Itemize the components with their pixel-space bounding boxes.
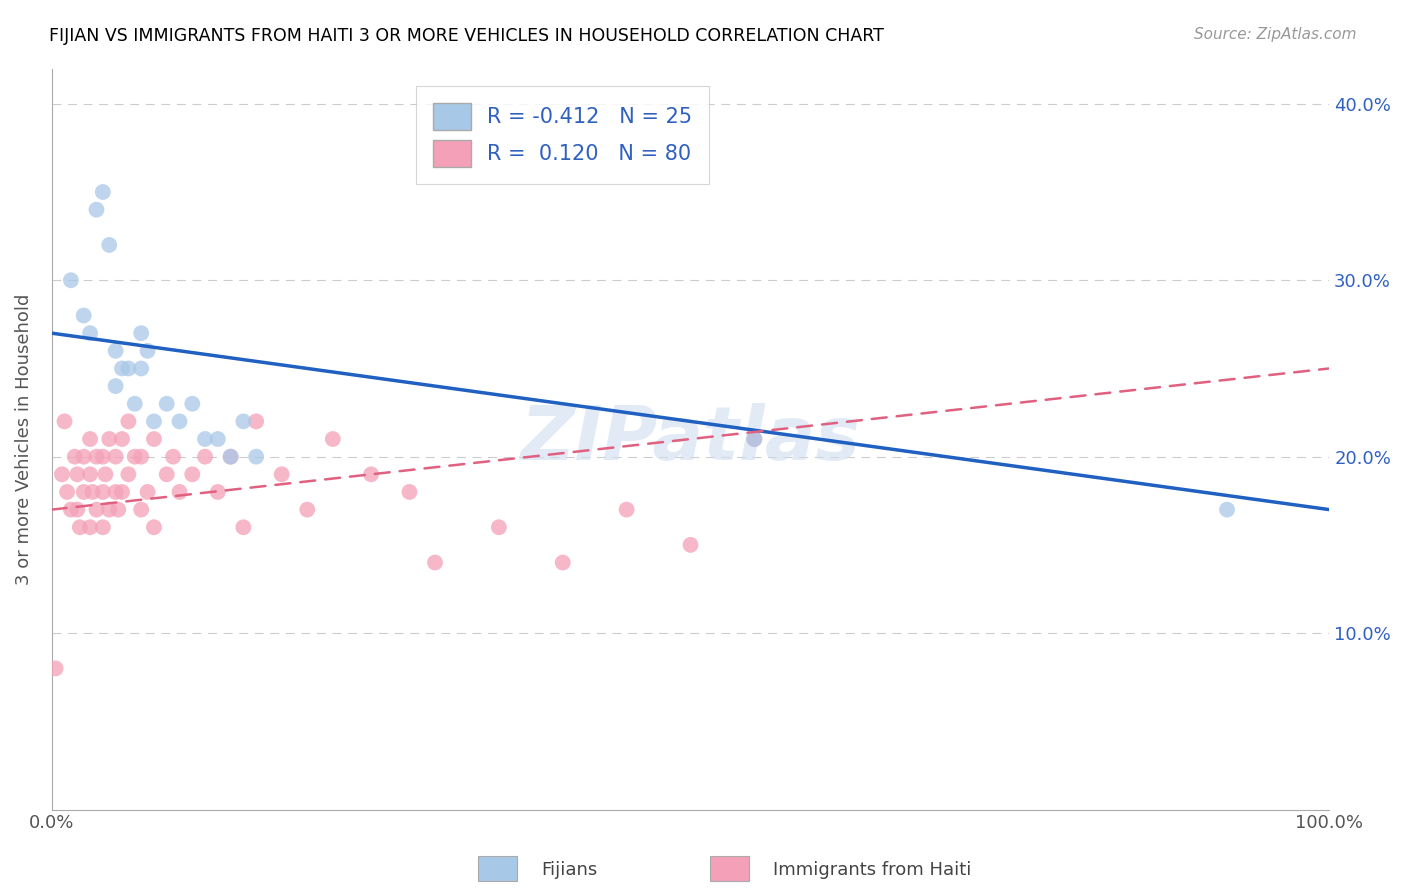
Point xyxy=(142,414,165,428)
Point xyxy=(104,450,127,464)
Point xyxy=(59,273,82,287)
Point xyxy=(73,450,96,464)
Point xyxy=(111,432,134,446)
Point xyxy=(51,467,73,482)
Point xyxy=(117,414,139,428)
Point xyxy=(162,450,184,464)
Point xyxy=(169,414,191,428)
Point xyxy=(270,467,292,482)
Point xyxy=(124,450,146,464)
Point xyxy=(56,485,79,500)
Point xyxy=(551,556,574,570)
Point xyxy=(124,397,146,411)
Point xyxy=(360,467,382,482)
Point xyxy=(104,485,127,500)
Point xyxy=(245,414,267,428)
Point xyxy=(169,485,191,500)
Point xyxy=(111,485,134,500)
Point xyxy=(98,502,121,516)
Point xyxy=(744,432,766,446)
Point xyxy=(207,432,229,446)
Point xyxy=(181,397,204,411)
Y-axis label: 3 or more Vehicles in Household: 3 or more Vehicles in Household xyxy=(15,293,32,585)
Point xyxy=(94,467,117,482)
Point xyxy=(86,502,108,516)
Point xyxy=(91,450,114,464)
Point xyxy=(1216,502,1239,516)
Point xyxy=(91,185,114,199)
Point xyxy=(86,450,108,464)
Text: ZIPatlas: ZIPatlas xyxy=(520,402,860,475)
Point xyxy=(423,556,446,570)
Point xyxy=(79,432,101,446)
Point xyxy=(79,326,101,341)
Point xyxy=(194,450,217,464)
Point xyxy=(98,238,121,252)
Legend: R = -0.412   N = 25, R =  0.120   N = 80: R = -0.412 N = 25, R = 0.120 N = 80 xyxy=(416,87,709,184)
Point xyxy=(679,538,702,552)
Point xyxy=(98,432,121,446)
Point xyxy=(111,361,134,376)
Point xyxy=(66,467,89,482)
Point xyxy=(744,432,766,446)
Point xyxy=(232,520,254,534)
Point xyxy=(82,485,104,500)
Point xyxy=(107,502,129,516)
Point xyxy=(219,450,242,464)
Point xyxy=(156,397,179,411)
Point xyxy=(91,485,114,500)
Point xyxy=(181,467,204,482)
Point xyxy=(232,414,254,428)
Point xyxy=(66,502,89,516)
Point xyxy=(79,467,101,482)
Point xyxy=(59,502,82,516)
Point xyxy=(91,520,114,534)
Point xyxy=(69,520,91,534)
Point xyxy=(53,414,76,428)
Text: Fijians: Fijians xyxy=(541,861,598,879)
Point xyxy=(156,467,179,482)
Point xyxy=(86,202,108,217)
Text: Immigrants from Haiti: Immigrants from Haiti xyxy=(773,861,972,879)
Point xyxy=(63,450,86,464)
Point xyxy=(104,343,127,358)
Point xyxy=(245,450,267,464)
Point xyxy=(142,432,165,446)
Point xyxy=(129,361,152,376)
Point xyxy=(322,432,344,446)
Point xyxy=(117,361,139,376)
Point xyxy=(488,520,510,534)
Point xyxy=(129,326,152,341)
Point xyxy=(117,467,139,482)
Point xyxy=(136,485,159,500)
Text: FIJIAN VS IMMIGRANTS FROM HAITI 3 OR MORE VEHICLES IN HOUSEHOLD CORRELATION CHAR: FIJIAN VS IMMIGRANTS FROM HAITI 3 OR MOR… xyxy=(49,27,884,45)
Point xyxy=(136,343,159,358)
Point xyxy=(79,520,101,534)
Point xyxy=(45,661,67,675)
Point xyxy=(73,309,96,323)
Point xyxy=(297,502,319,516)
Point xyxy=(73,485,96,500)
Point xyxy=(129,450,152,464)
Text: Source: ZipAtlas.com: Source: ZipAtlas.com xyxy=(1194,27,1357,42)
Point xyxy=(207,485,229,500)
Point xyxy=(616,502,638,516)
Point xyxy=(104,379,127,393)
Point xyxy=(142,520,165,534)
Point xyxy=(129,502,152,516)
Point xyxy=(398,485,420,500)
Point xyxy=(219,450,242,464)
Point xyxy=(194,432,217,446)
